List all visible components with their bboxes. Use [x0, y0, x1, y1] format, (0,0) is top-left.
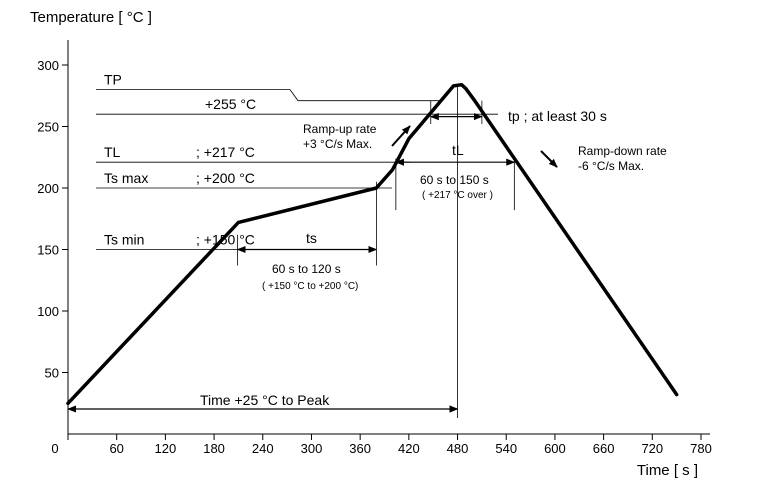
ramp-up-label-2: +3 °C/s Max.	[303, 137, 372, 151]
y-tick-label: 200	[37, 181, 59, 196]
tl-label: tL	[452, 142, 464, 158]
x-axis-label: Time [ s ]	[637, 462, 698, 479]
ramp-down-label-2: -6 °C/s Max.	[578, 159, 644, 173]
level-value: +255 °C	[205, 96, 256, 112]
ramp-down-label-1: Ramp-down rate	[578, 144, 667, 158]
level-lines: TP +255 °C TL ; +217 °C Ts max ; +200 °C Ts mi…	[96, 72, 498, 250]
x-tick-label: 180	[203, 441, 225, 456]
y-axis-label: Temperature [ °C ]	[30, 9, 152, 26]
ts-label: ts	[306, 230, 317, 246]
y-tick-label: 150	[37, 243, 59, 258]
ramp-down-arrow	[540, 150, 558, 168]
level-label: TL	[104, 144, 121, 160]
tl-range-label: 60 s to 150 s	[420, 173, 489, 187]
y-ticks: 50 100 150 200 250 300	[37, 58, 68, 381]
x-tick-label: 120	[155, 441, 177, 456]
x-tick-label: 60	[109, 441, 123, 456]
ramp-up-label-1: Ramp-up rate	[303, 122, 377, 136]
level-value: ; +200 °C	[196, 170, 255, 186]
level-label: Ts min	[104, 232, 144, 248]
ts-note-label: ( +150 °C to +200 °C)	[262, 281, 358, 292]
y-tick-label: 300	[37, 58, 59, 73]
dimension-lines	[67, 84, 516, 418]
level-value: ; +150 °C	[196, 232, 255, 248]
x-tick-label: 600	[544, 441, 566, 456]
x-tick-label: 420	[398, 441, 420, 456]
x-tick-label: 720	[641, 441, 663, 456]
x-tick-label: 300	[301, 441, 323, 456]
annotations: tp ; at least 30 s tL 60 s to 150 s ( +2…	[200, 108, 667, 408]
y-tick-label: 50	[45, 366, 59, 381]
axes	[67, 40, 710, 435]
y-tick-label: 100	[37, 304, 59, 319]
y-tick-label: 250	[37, 120, 59, 135]
tl-note-label: ( +217 °C over )	[422, 190, 493, 201]
x-tick-label: 660	[593, 441, 615, 456]
x-tick-label: 240	[252, 441, 274, 456]
ramp-up-arrow	[391, 125, 411, 147]
peak-time-label: Time +25 °C to Peak	[200, 392, 330, 408]
x-tick-label: 360	[349, 441, 371, 456]
x-tick-label: 480	[447, 441, 469, 456]
x-tick-label: 780	[690, 441, 712, 456]
x-tick-label: 540	[495, 441, 517, 456]
ts-range-label: 60 s to 120 s	[272, 262, 341, 276]
level-label: TP	[104, 72, 122, 88]
tp-leader-line	[289, 89, 440, 102]
tp-label: tp ; at least 30 s	[508, 108, 607, 124]
x-tick-label: 0	[51, 441, 58, 456]
temperature-profile-line	[66, 82, 679, 406]
x-ticks: 0 60 120 180 240 300 360 420 480 540 600 660 720 780	[51, 434, 712, 456]
level-label: Ts max	[104, 170, 148, 186]
level-value: ; +217 °C	[196, 144, 255, 160]
